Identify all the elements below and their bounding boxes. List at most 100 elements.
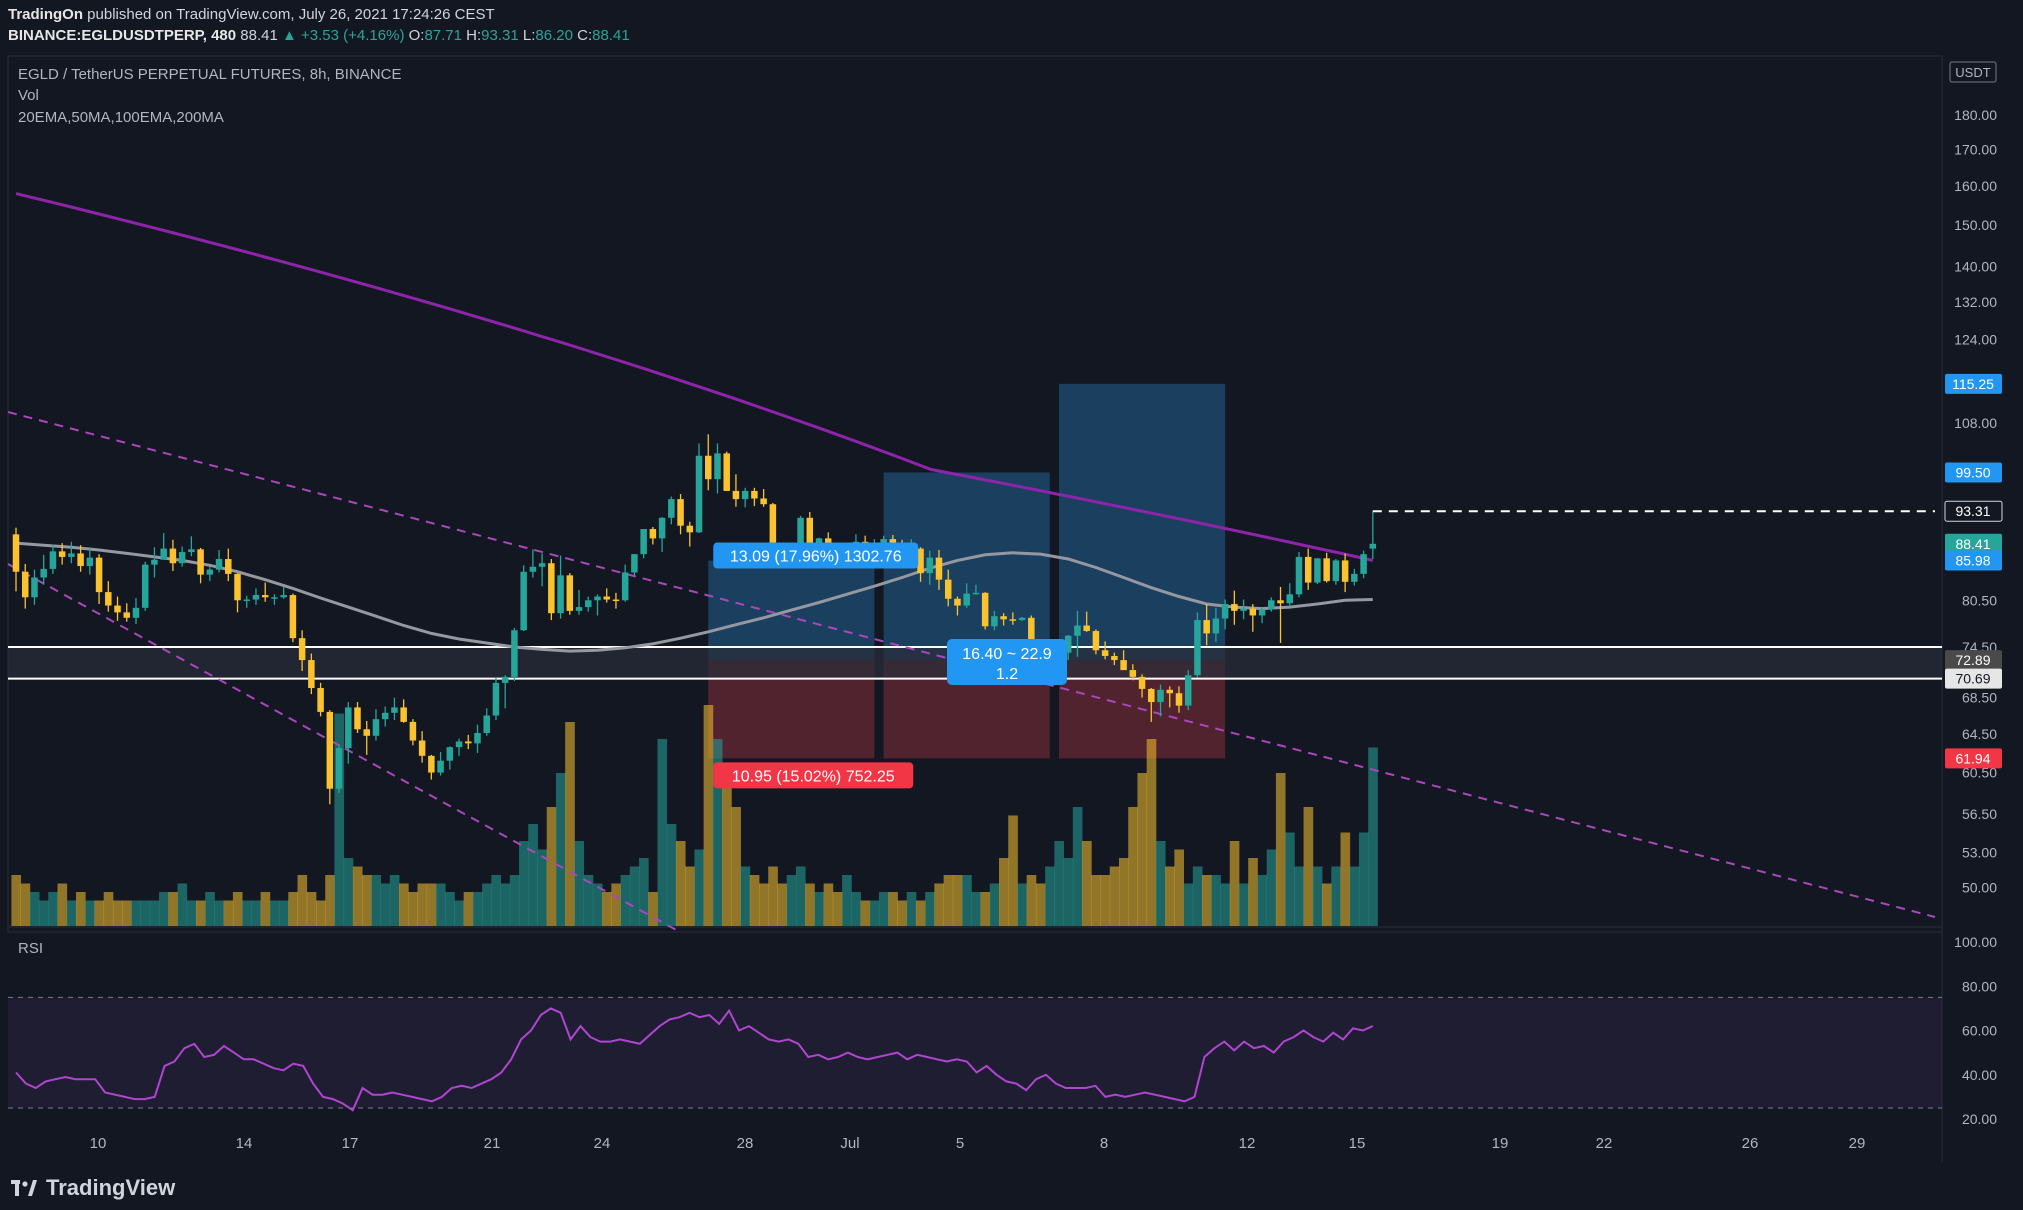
candle-body (141, 564, 149, 608)
volume-bar (1340, 832, 1351, 926)
volume-bar (749, 875, 760, 926)
candle-body (815, 538, 823, 546)
volume-bar (1183, 883, 1194, 926)
volume-bar (888, 892, 898, 926)
time-axis-tick: 22 (1596, 1135, 1613, 1152)
volume-bar (122, 900, 132, 926)
candle-body (751, 490, 758, 499)
volume-bar (712, 739, 723, 926)
price-label: 70.69 (1955, 671, 1990, 687)
volume-bar (445, 892, 455, 926)
time-axis-tick: 10 (90, 1135, 107, 1152)
candle-body (225, 559, 232, 574)
volume-bar (786, 875, 797, 926)
volume-bar (1035, 883, 1046, 926)
candle-body (538, 563, 546, 567)
volume-bar (602, 892, 612, 926)
price-axis-tick: 64.50 (1962, 726, 1997, 742)
candle-body (409, 721, 417, 741)
price-change: +3.53 (+4.16%) (301, 27, 405, 44)
volume-bar (57, 883, 68, 926)
volume-bar (205, 892, 215, 926)
low-label: L: (522, 27, 536, 44)
volume-bar (149, 900, 160, 926)
candle-body (1351, 573, 1358, 582)
price-chart[interactable]: 100.00 80.00 60.00 40.00 20.00 180.00 170.00 1… (0, 52, 2023, 1172)
candle-body (981, 592, 989, 627)
volume-bar (426, 883, 437, 926)
candle-body (95, 557, 103, 593)
volume-bar (925, 892, 935, 926)
volume-bar (1303, 807, 1314, 926)
candle-body (723, 453, 730, 491)
volume-bar (435, 883, 446, 926)
volume-bar (989, 883, 1000, 926)
volume-bar (860, 900, 871, 926)
candle-body (1138, 676, 1146, 689)
price-axis-tick: 53.00 (1962, 844, 1997, 860)
price-label-box (1945, 650, 2002, 671)
price-label-box (1945, 668, 2002, 689)
volume-bar (1165, 866, 1175, 926)
volume-bar (1331, 866, 1341, 926)
volume-bar (1368, 747, 1378, 926)
candle-body (926, 557, 934, 574)
volume-bar (1275, 773, 1286, 926)
candle-body (317, 688, 324, 712)
volume-bar (168, 892, 178, 926)
rsi-band (8, 997, 1942, 1108)
candle-body (954, 598, 961, 606)
candle-body (714, 453, 721, 480)
volume-bar (592, 883, 603, 926)
volume-bar (1091, 875, 1101, 926)
volume-bar (297, 875, 308, 926)
candle-body (1111, 655, 1118, 661)
volume-bar (399, 883, 409, 926)
volume-bar (1229, 841, 1240, 926)
volume-bar (223, 900, 234, 926)
candle-body (944, 579, 952, 599)
tradingview-logo[interactable]: TradingView (10, 1174, 175, 1202)
candle-body (1268, 600, 1275, 610)
candle-body (326, 711, 334, 789)
volume-bar (915, 900, 926, 926)
volume-bar (962, 875, 972, 926)
rsi-line (15, 1007, 1374, 1112)
volume-bar (952, 875, 963, 926)
volume-bar (1017, 883, 1028, 926)
volume-bar (1155, 841, 1166, 926)
volume-bar (675, 841, 686, 926)
rr-label-line-1: 16.40 ~ 22.9 (962, 646, 1052, 663)
volume-bar (823, 883, 834, 926)
candle-body (335, 748, 343, 789)
rr-label-line-2: 1.2 (996, 666, 1018, 683)
price-label: 88.41 (1955, 536, 1990, 552)
price-axis-tick: 68.50 (1962, 690, 1997, 706)
volume-bar (251, 900, 261, 926)
volume-bar (325, 875, 335, 926)
volume-bar (288, 892, 298, 926)
price-label-box (1945, 550, 2002, 571)
price-label-box (1944, 500, 2003, 522)
candle-body (917, 548, 924, 574)
candle-body (483, 715, 490, 733)
rsi-legend: RSI (18, 940, 44, 957)
volume-series (11, 705, 1378, 926)
price-label: 72.89 (1955, 652, 1990, 668)
volume-bar (279, 900, 289, 926)
author-name: TradingOn (8, 6, 83, 23)
candle-body (363, 729, 370, 736)
high-value: 93.31 (481, 27, 519, 44)
open-label: O: (408, 27, 425, 44)
candle-body (234, 573, 241, 601)
tradingview-logo-text: TradingView (46, 1175, 176, 1200)
candle-body (935, 557, 943, 580)
candle-body (1018, 617, 1026, 621)
volume-bar (639, 858, 649, 926)
candle-series (12, 434, 1377, 805)
candle-body (261, 595, 269, 598)
volume-bar (1238, 883, 1249, 926)
candle-body (557, 575, 564, 614)
candle-body (1295, 556, 1303, 595)
volume-bar (1008, 815, 1018, 926)
